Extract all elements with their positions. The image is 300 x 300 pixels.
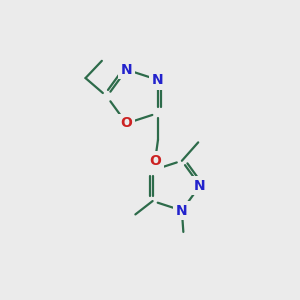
Text: N: N: [152, 73, 164, 87]
Text: N: N: [121, 63, 132, 76]
Text: N: N: [194, 179, 206, 193]
Text: O: O: [121, 116, 132, 130]
Text: N: N: [176, 203, 188, 218]
Text: O: O: [149, 154, 161, 168]
